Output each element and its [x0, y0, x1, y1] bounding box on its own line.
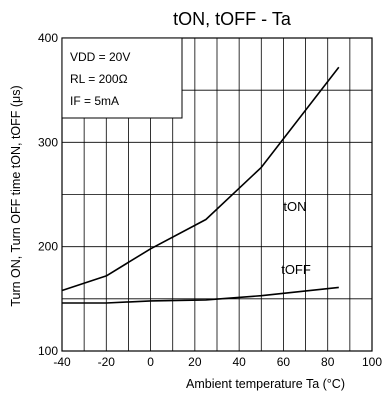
x-tick-label: 40: [232, 355, 246, 369]
x-tick-label: 100: [362, 355, 382, 369]
y-tick-label: 400: [38, 31, 58, 45]
series-label-tON: tON: [283, 199, 306, 214]
x-axis-label: Ambient temperature Ta (°C): [186, 377, 345, 391]
x-tick-label: -20: [98, 355, 116, 369]
y-tick-label: 200: [38, 240, 58, 254]
x-tick-label: 60: [277, 355, 291, 369]
x-tick-label: -40: [53, 355, 71, 369]
y-axis-label: Turn ON, Turn OFF time tON, tOFF (μs): [9, 85, 23, 306]
x-tick-label: 80: [321, 355, 335, 369]
series-line-tON: [61, 66, 340, 292]
condition-if: IF = 5mA: [70, 94, 119, 108]
conditions-box: [61, 37, 183, 119]
grid: [62, 38, 372, 351]
series-line-tOFF: [62, 286, 339, 304]
condition-rl: RL = 200Ω: [70, 72, 128, 86]
chart-title: tON, tOFF - Ta: [173, 9, 292, 29]
y-tick-label: 100: [38, 344, 58, 358]
x-tick-label: 0: [147, 355, 154, 369]
y-tick-label: 300: [38, 135, 58, 149]
series-group: [61, 66, 340, 304]
tick-labels: -40 -20 0 20 40 60 80 100 100 200 300 400: [38, 31, 382, 369]
series-label-tOFF: tOFF: [281, 262, 311, 277]
x-tick-label: 20: [188, 355, 202, 369]
series-labels: tON tOFF: [281, 199, 311, 277]
condition-vdd: VDD = 20V: [70, 50, 130, 64]
